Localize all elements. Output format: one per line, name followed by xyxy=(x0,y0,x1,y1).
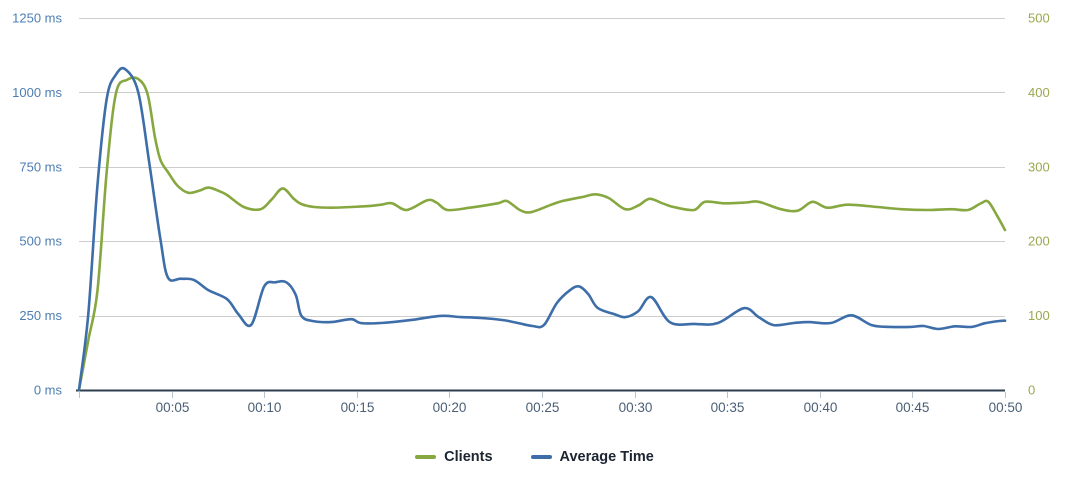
average-time-line xyxy=(77,66,1007,392)
x-axis-tick-label: 00:15 xyxy=(341,400,375,415)
x-axis-tick-label: 00:40 xyxy=(804,400,838,415)
y-axis-right-tick-label: 300 xyxy=(1028,159,1050,174)
x-axis-tick-label: 00:25 xyxy=(526,400,560,415)
y-axis-left-tick-label: 0 ms xyxy=(34,383,63,398)
legend-label-clients: Clients xyxy=(444,449,493,465)
x-axis-tick-label: 00:10 xyxy=(248,400,282,415)
x-axis-tick-label: 00:20 xyxy=(433,400,467,415)
y-axis-right-tick-label: 500 xyxy=(1028,11,1050,26)
chart-legend: Clients Average Time xyxy=(0,449,1069,465)
x-axis-tick-label: 00:35 xyxy=(711,400,745,415)
clients-line xyxy=(77,76,1007,392)
legend-label-average-time: Average Time xyxy=(559,449,654,465)
legend-item-average-time[interactable]: Average Time xyxy=(530,449,654,465)
x-axis-tick-label: 00:50 xyxy=(989,400,1023,415)
y-axis-left-tick-label: 750 ms xyxy=(19,159,62,174)
average-time-line-swatch xyxy=(530,455,552,459)
line-chart: 0 ms 250 ms 500 ms 750 ms 1000 ms 1250 ms 0 100… xyxy=(12,11,1050,416)
y-axis-left-tick-label: 250 ms xyxy=(19,308,62,323)
y-axis-right-tick-label: 0 xyxy=(1028,383,1035,398)
legend-item-clients[interactable]: Clients xyxy=(415,449,493,465)
y-axis-left-tick-label: 1250 ms xyxy=(12,11,62,26)
y-axis-right-tick-label: 100 xyxy=(1028,308,1050,323)
y-axis-left-tick-label: 500 ms xyxy=(19,234,62,249)
clients-line-swatch xyxy=(415,455,437,459)
x-axis-tick-label: 00:30 xyxy=(619,400,653,415)
y-axis-right-tick-label: 400 xyxy=(1028,85,1050,100)
x-axis-tick-label: 00:05 xyxy=(156,400,190,415)
y-axis-right-tick-label: 200 xyxy=(1028,234,1050,249)
x-axis-tick-label: 00:45 xyxy=(896,400,930,415)
y-axis-left-tick-label: 1000 ms xyxy=(12,85,62,100)
